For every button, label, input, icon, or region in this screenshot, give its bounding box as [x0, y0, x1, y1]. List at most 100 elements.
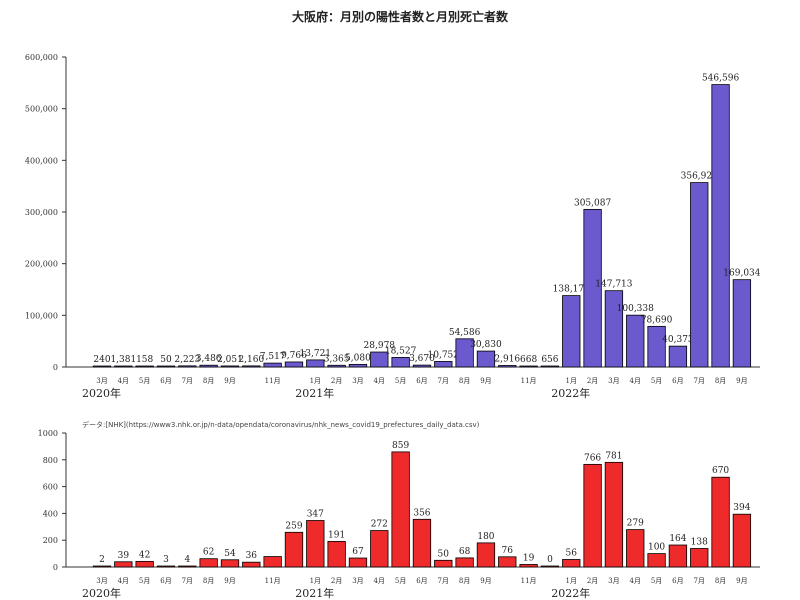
positives-bar [626, 314, 645, 368]
deaths-bar [220, 559, 240, 568]
positives-month-label: 1月 [566, 377, 577, 385]
positives-value-label: 78,690 [641, 315, 673, 325]
positives-value-label: 40,373 [662, 335, 694, 345]
deaths-month-label: 5月 [139, 577, 150, 585]
deaths-bar [412, 518, 432, 568]
deaths-month-label: 11月 [521, 577, 537, 585]
positives-bar [284, 361, 304, 368]
positives-value-label: 158 [136, 355, 153, 365]
positives-bar [178, 365, 197, 368]
positives-value-label: 138,177 [553, 285, 590, 295]
deaths-bar [583, 463, 602, 568]
positives-value-label: 10,752 [428, 350, 460, 360]
positives-y-tick-label: 600,000 [25, 53, 58, 62]
deaths-bar [370, 530, 389, 568]
deaths-bar [711, 476, 730, 568]
positives-month-label: 3月 [96, 377, 107, 385]
positives-bar [370, 351, 389, 368]
positives-value-label: 356,925 [681, 172, 718, 182]
deaths-month-label: 7月 [438, 577, 449, 585]
positives-value-label: 668 [520, 355, 537, 365]
deaths-value-label: 4 [184, 555, 190, 565]
positives-month-label: 9月 [736, 377, 747, 385]
deaths-month-label: 3月 [608, 577, 619, 585]
positives-bar [455, 338, 474, 368]
deaths-bar [263, 556, 282, 568]
deaths-value-label: 54 [224, 549, 236, 559]
positives-bar [540, 365, 560, 368]
positives-value-label: 3,486 [196, 354, 222, 364]
deaths-month-label: 9月 [224, 577, 235, 585]
deaths-bar [306, 520, 325, 568]
deaths-bar [455, 557, 474, 568]
deaths-bar [604, 461, 624, 568]
positives-bar [583, 208, 602, 368]
positives-y-tick-label: 100,000 [25, 311, 58, 320]
deaths-value-label: 356 [413, 508, 430, 518]
positives-value-label: 546,596 [702, 74, 739, 84]
positives-value-label: 1,381 [110, 355, 136, 365]
deaths-value-label: 50 [438, 549, 450, 559]
positives-bar [412, 364, 432, 368]
positives-value-label: 100,338 [617, 304, 654, 314]
positives-month-label: 11月 [521, 377, 537, 385]
deaths-bar [668, 544, 688, 568]
positives-y-tick-label: 300,000 [25, 208, 58, 217]
deaths-value-label: 2 [99, 555, 105, 565]
positives-month-label: 8月 [203, 377, 214, 385]
positives-y-tick-label: 0 [53, 363, 58, 372]
positives-value-label: 147,713 [595, 280, 632, 290]
deaths-year-label: 2020年 [82, 586, 121, 600]
deaths-bar [156, 565, 176, 568]
deaths-bar [540, 565, 560, 568]
deaths-bar [519, 564, 538, 568]
deaths-value-label: 67 [352, 547, 364, 557]
positives-month-label: 8月 [715, 377, 726, 385]
positives-value-label: 18,527 [385, 346, 417, 356]
positives-month-label: 9月 [480, 377, 491, 385]
positives-value-label: 54,586 [449, 328, 481, 338]
deaths-y-tick-label: 0 [53, 563, 58, 572]
deaths-value-label: 259 [285, 521, 302, 531]
deaths-y-tick-label: 800 [43, 456, 58, 465]
positives-bar [711, 84, 730, 368]
deaths-month-label: 2月 [587, 577, 598, 585]
deaths-month-label: 7月 [182, 577, 193, 585]
deaths-month-label: 8月 [459, 577, 470, 585]
deaths-month-label: 8月 [715, 577, 726, 585]
deaths-value-label: 19 [523, 553, 535, 563]
positives-month-label: 8月 [459, 377, 470, 385]
positives-month-label: 5月 [395, 377, 406, 385]
positives-value-label: 28,978 [364, 341, 396, 351]
deaths-value-label: 164 [669, 534, 686, 544]
deaths-month-label: 9月 [736, 577, 747, 585]
positives-bar [135, 365, 154, 368]
deaths-value-label: 394 [733, 503, 750, 513]
deaths-bar [498, 556, 517, 568]
deaths-month-label: 6月 [160, 577, 171, 585]
source-note: データ:[NHK](https://www3.nhk.or.jp/n-data/… [82, 420, 480, 429]
deaths-bar [434, 559, 453, 568]
deaths-bar [114, 561, 133, 568]
deaths-value-label: 766 [584, 453, 601, 463]
positives-value-label: 50 [160, 355, 172, 365]
deaths-month-label: 3月 [352, 577, 363, 585]
deaths-month-label: 4月 [630, 577, 641, 585]
positives-value-label: 3,365 [324, 354, 350, 364]
chart-title: 大阪府：月別の陽性者数と月別死亡者数 [291, 10, 508, 24]
positives-value-label: 2,916 [494, 354, 520, 364]
deaths-bar [626, 529, 645, 568]
deaths-y-tick-label: 600 [43, 483, 58, 492]
positives-bar [92, 365, 112, 368]
deaths-value-label: 100 [648, 543, 665, 553]
positives-bar [732, 279, 752, 368]
deaths-value-label: 347 [307, 510, 324, 520]
deaths-month-label: 8月 [203, 577, 214, 585]
deaths-bar [199, 558, 218, 568]
positives-y-tick-label: 500,000 [25, 105, 58, 114]
positives-bar [604, 290, 624, 368]
positives-value-label: 3,670 [409, 354, 435, 364]
deaths-month-label: 3月 [96, 577, 107, 585]
positives-value-label: 7,517 [260, 352, 286, 362]
deaths-value-label: 272 [371, 520, 388, 530]
